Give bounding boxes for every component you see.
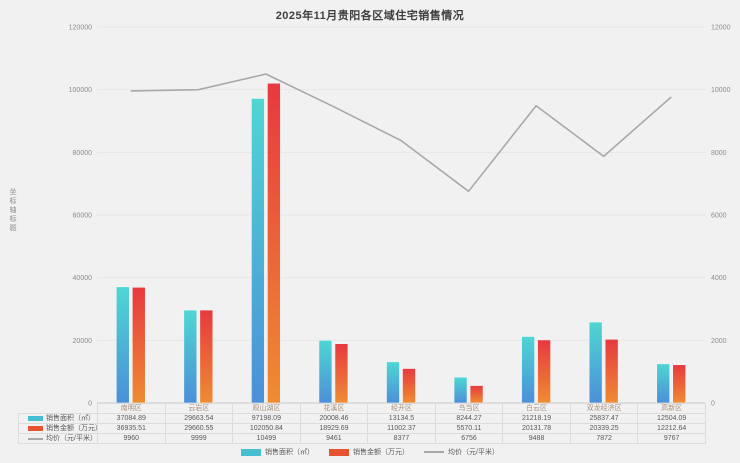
bar-sales-amount [604,338,619,404]
area-legend-swatch-icon [241,448,262,456]
left-axis-title: 坐标轴标题 [9,188,16,233]
bar-sales-area [588,321,603,404]
table-value-cell: 29660.55 [164,423,234,434]
table-value-cell: 11002.37 [367,423,436,434]
bar-sales-area [656,363,671,404]
district-header: 观山湖区 [232,403,301,414]
table-value-cell: 8377 [367,433,436,444]
district-header: 双龙经济区 [569,403,639,414]
left-axis-tick-label: 80000 [73,150,93,157]
table-header-row: 南明区 云岩区 观山湖区 花溪区 经开区 乌当区 白云区 双龙经济区 高新区 [18,403,706,414]
legend-label: 销售面积（㎡） [265,449,315,456]
series-row-label: 均价（元/平米） [18,433,98,444]
table-value-cell: 12504.09 [637,413,706,424]
left-axis-tick-label: 120000 [69,25,92,32]
left-axis-tick-label: 100000 [69,87,92,94]
district-header: 云岩区 [164,403,234,414]
bar-sales-area [453,376,468,404]
table-value-cell: 12212.64 [637,423,706,434]
bar-sales-amount [199,309,214,404]
table-value-cell: 97198.09 [232,413,301,424]
bar-sales-area [386,361,400,404]
right-axis-tick-label: 10000 [711,87,731,94]
left-axis-tick-label: 40000 [73,275,93,282]
bar-sales-area [521,336,535,404]
table-corner-cell [18,403,98,414]
legend-label: 销售金额（万元） [353,449,410,456]
table-value-cell: 29663.54 [164,413,234,424]
right-axis-tick-label: 8000 [711,150,727,157]
price-line-legend-swatch-icon [424,451,445,453]
district-header: 南明区 [97,403,166,414]
series-name: 均价（元/平米） [46,435,97,442]
table-value-cell: 20339.25 [569,423,639,434]
right-axis-tick-label: 4000 [711,275,727,282]
left-axis-tick-label: 60000 [73,213,93,220]
bar-sales-area [318,340,333,404]
table-value-cell: 18929.69 [299,423,369,434]
bar-sales-amount [267,82,281,404]
series-row-label: 销售面积（㎡） [18,413,98,424]
data-table: 南明区 云岩区 观山湖区 花溪区 经开区 乌当区 白云区 双龙经济区 高新区 销售面积（㎡） 370… [18,403,706,444]
table-value-cell: 20008.46 [299,413,369,424]
right-axis-tick-label: 6000 [711,213,727,220]
district-header: 花溪区 [299,403,369,414]
table-value-cell: 36935.51 [97,423,166,434]
left-axis-tick-label: 20000 [73,338,93,345]
table-value-cell: 7872 [569,433,639,444]
amount-legend-swatch-icon [28,426,43,431]
legend-item: 销售金额（万元） [329,447,409,457]
table-value-cell: 13134.5 [367,413,436,424]
district-header: 白云区 [502,403,571,414]
right-axis-tick-label: 2000 [711,338,727,345]
area-legend-swatch-icon [28,416,43,421]
table-row: 销售金额（万元） 36935.51 29660.55 102050.84 18929.6… [18,423,706,434]
bar-sales-amount [402,368,416,404]
table-value-cell: 9461 [299,433,369,444]
price-line [130,73,672,193]
table-value-cell: 37084.89 [97,413,166,424]
bar-sales-amount [469,385,484,404]
chart-title: 2025年11月贵阳各区域住宅销售情况 [275,10,465,22]
table-row: 均价（元/平米） 9960 9999 10499 9461 8377 6756 9488 787… [18,433,706,444]
chart-legend: 销售面积（㎡） 销售金额（万元） 均价（元/平米） [0,447,740,457]
series-row-label: 销售金额（万元） [18,423,98,434]
district-header: 经开区 [367,403,436,414]
series-name: 销售面积（㎡） [46,415,95,422]
district-header: 高新区 [637,403,706,414]
table-value-cell: 21218.19 [502,413,571,424]
amount-legend-swatch-icon [329,448,350,456]
table-row: 销售面积（㎡） 37084.89 29663.54 97198.09 20008.46 1… [18,413,706,424]
bar-sales-amount [334,343,349,404]
table-value-cell: 9488 [502,433,571,444]
table-value-cell: 5570.11 [434,423,504,434]
right-axis-tick-label: 0 [711,401,715,408]
district-header: 乌当区 [434,403,504,414]
bar-sales-area [251,98,265,404]
series-name: 销售金额（万元） [46,425,98,432]
bar-sales-amount [131,286,146,404]
legend-item: 销售面积（㎡） [241,447,314,457]
table-value-cell: 9767 [637,433,706,444]
bar-sales-area [115,286,130,404]
right-axis-tick-label: 12000 [711,25,731,32]
table-value-cell: 6756 [434,433,504,444]
legend-label: 均价（元/平米） [448,449,499,456]
bar-sales-area [183,309,198,404]
bar-sales-amount [537,339,551,404]
table-value-cell: 8244.27 [434,413,504,424]
bar-sales-amount [672,364,687,404]
table-value-cell: 9960 [97,433,166,444]
table-value-cell: 10499 [232,433,301,444]
table-value-cell: 25837.47 [569,413,639,424]
table-value-cell: 102050.84 [232,423,301,434]
table-value-cell: 20131.78 [502,423,571,434]
price-line-legend-swatch-icon [28,437,43,440]
table-value-cell: 9999 [164,433,234,444]
legend-item: 均价（元/平米） [424,447,499,457]
